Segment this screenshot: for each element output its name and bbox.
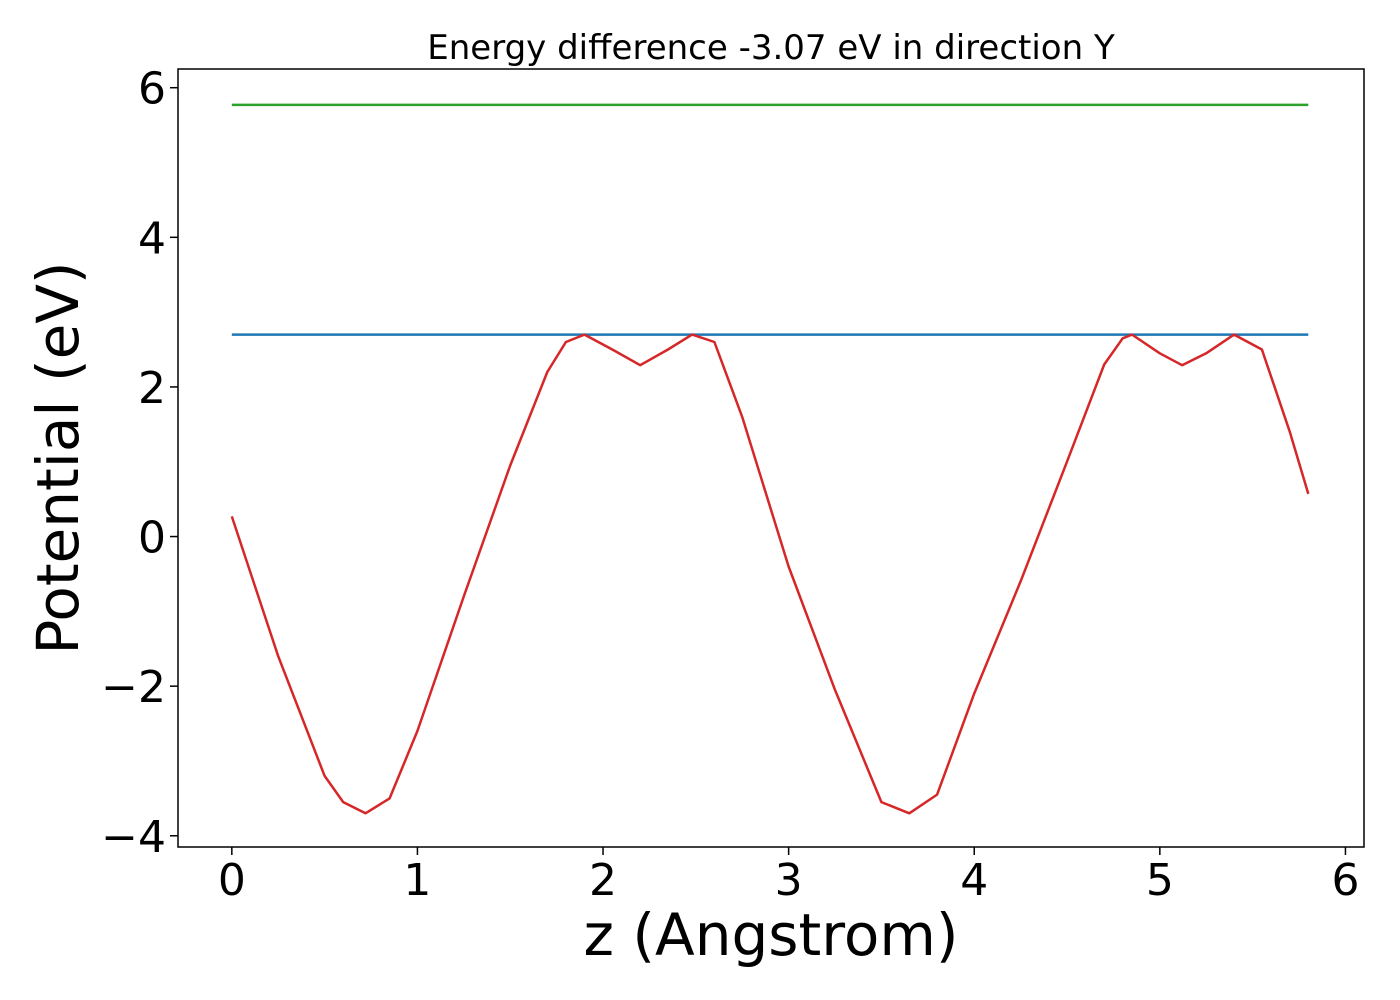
y-tick-label: −4 [101, 812, 166, 863]
y-axis: −4 −2 0 2 4 6 [101, 64, 178, 863]
y-tick-label: 6 [138, 64, 166, 115]
x-tick-label: 1 [403, 855, 431, 906]
x-axis: 0 1 2 3 4 5 6 [218, 847, 1359, 906]
plot-frame [177, 68, 1365, 848]
chart-title: Energy difference -3.07 eV in direction … [427, 28, 1115, 68]
x-tick-label: 5 [1146, 855, 1174, 906]
y-axis-label: Potential (eV) [24, 261, 92, 654]
series-line-2 [230, 333, 1310, 815]
x-tick-label: 4 [960, 855, 988, 906]
y-tick-label: 2 [138, 363, 166, 414]
y-tick-label: 4 [138, 213, 166, 264]
y-tick-label: −2 [101, 662, 166, 713]
plot-layer [230, 103, 1310, 815]
x-tick-label: 2 [589, 855, 617, 906]
x-axis-label: z (Angstrom) [584, 901, 959, 969]
x-tick-label: 3 [775, 855, 803, 906]
y-tick-label: 0 [138, 513, 166, 564]
x-tick-label: 0 [218, 855, 246, 906]
x-tick-label: 6 [1331, 855, 1359, 906]
